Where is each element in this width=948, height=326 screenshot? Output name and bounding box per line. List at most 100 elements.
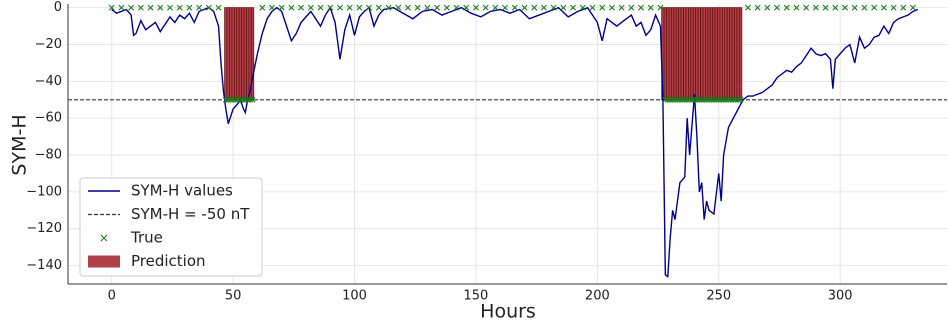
true-marker bbox=[822, 4, 829, 11]
true-marker bbox=[812, 4, 819, 11]
true-marker bbox=[560, 4, 567, 11]
true-marker bbox=[842, 4, 849, 11]
y-tick-label: −100 bbox=[26, 184, 62, 199]
true-marker bbox=[689, 96, 696, 103]
true-marker bbox=[713, 96, 720, 103]
true-marker bbox=[774, 4, 781, 11]
y-tick-label: −40 bbox=[35, 74, 62, 89]
true-marker bbox=[732, 96, 739, 103]
true-marker bbox=[657, 4, 664, 11]
true-marker bbox=[118, 4, 125, 11]
true-marker bbox=[715, 96, 722, 103]
true-marker bbox=[703, 96, 710, 103]
true-marker bbox=[259, 4, 266, 11]
true-marker bbox=[472, 4, 479, 11]
true-marker bbox=[662, 96, 669, 103]
true-marker bbox=[725, 96, 732, 103]
true-marker bbox=[708, 96, 715, 103]
y-tick-label: −80 bbox=[35, 148, 62, 163]
legend-label: SYM-H = -50 nT bbox=[131, 205, 250, 223]
true-marker bbox=[832, 4, 839, 11]
true-marker bbox=[674, 96, 681, 103]
true-marker bbox=[492, 4, 499, 11]
true-marker bbox=[638, 4, 645, 11]
x-tick-label: 0 bbox=[108, 289, 116, 304]
true-marker bbox=[356, 4, 363, 11]
true-marker bbox=[851, 4, 858, 11]
true-marker bbox=[880, 4, 887, 11]
true-marker bbox=[242, 96, 249, 103]
true-marker bbox=[764, 4, 771, 11]
true-marker bbox=[317, 4, 324, 11]
true-marker bbox=[244, 96, 251, 103]
legend-label: Prediction bbox=[131, 252, 206, 270]
true-marker bbox=[701, 96, 708, 103]
true-marker bbox=[540, 4, 547, 11]
true-marker bbox=[647, 4, 654, 11]
true-marker bbox=[327, 4, 334, 11]
x-tick-label: 50 bbox=[225, 289, 242, 304]
true-marker bbox=[128, 4, 135, 11]
true-marker bbox=[414, 4, 421, 11]
true-marker bbox=[628, 4, 635, 11]
true-marker bbox=[239, 96, 246, 103]
true-marker bbox=[589, 4, 596, 11]
true-marker bbox=[196, 4, 203, 11]
true-marker bbox=[783, 4, 790, 11]
true-marker bbox=[176, 4, 183, 11]
true-marker bbox=[385, 4, 392, 11]
prediction-bar bbox=[250, 7, 255, 101]
true-marker bbox=[737, 96, 744, 103]
true-marker bbox=[147, 4, 154, 11]
true-marker bbox=[550, 4, 557, 11]
true-marker bbox=[676, 96, 683, 103]
true-marker bbox=[247, 96, 254, 103]
true-marker bbox=[434, 4, 441, 11]
legend-handle bbox=[100, 234, 108, 242]
true-marker bbox=[672, 96, 679, 103]
true-marker bbox=[723, 96, 730, 103]
x-tick-label: 150 bbox=[464, 289, 489, 304]
true-marker bbox=[424, 4, 431, 11]
true-marker bbox=[288, 4, 295, 11]
true-marker bbox=[579, 4, 586, 11]
true-marker bbox=[608, 4, 615, 11]
true-marker bbox=[186, 4, 193, 11]
true-marker bbox=[298, 4, 305, 11]
y-tick-label: −140 bbox=[26, 258, 62, 273]
x-tick-label: 250 bbox=[706, 289, 731, 304]
true-marker bbox=[232, 96, 239, 103]
legend-label: True bbox=[130, 229, 163, 247]
true-marker bbox=[230, 96, 237, 103]
true-marker bbox=[521, 4, 528, 11]
x-tick-label: 300 bbox=[828, 289, 853, 304]
true-marker bbox=[502, 4, 509, 11]
true-marker bbox=[718, 96, 725, 103]
true-marker bbox=[222, 96, 229, 103]
true-marker bbox=[215, 4, 222, 11]
true-marker bbox=[234, 96, 241, 103]
y-tick-label: −120 bbox=[26, 221, 62, 236]
true-marker bbox=[375, 4, 382, 11]
true-marker bbox=[205, 4, 212, 11]
true-marker bbox=[910, 4, 916, 11]
true-marker bbox=[137, 4, 144, 11]
true-marker bbox=[730, 96, 737, 103]
true-marker bbox=[166, 4, 173, 11]
true-marker bbox=[735, 96, 742, 103]
true-marker bbox=[237, 96, 244, 103]
true-marker bbox=[900, 4, 907, 11]
true-marker bbox=[691, 96, 698, 103]
true-marker bbox=[664, 96, 671, 103]
true-marker bbox=[693, 96, 700, 103]
true-marker bbox=[404, 4, 411, 11]
true-marker bbox=[599, 4, 606, 11]
true-marker bbox=[157, 4, 164, 11]
true-marker bbox=[669, 96, 676, 103]
true-marker bbox=[710, 96, 717, 103]
true-marker bbox=[336, 4, 343, 11]
y-tick-label: 0 bbox=[54, 0, 62, 15]
true-marker bbox=[754, 4, 761, 11]
